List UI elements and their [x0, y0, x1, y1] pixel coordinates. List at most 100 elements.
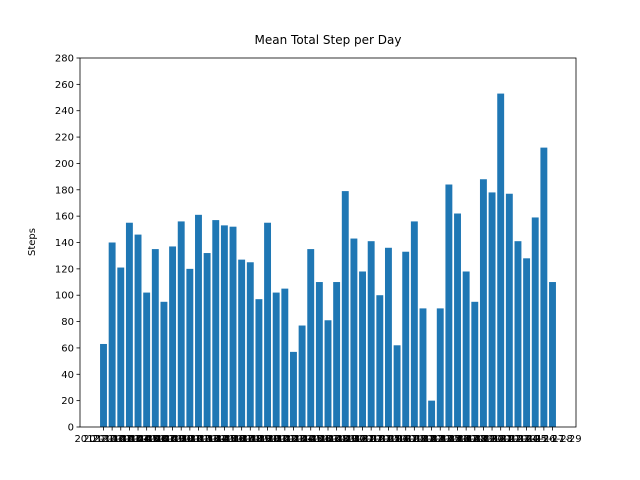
bar	[195, 214, 202, 427]
bar	[134, 234, 142, 427]
x-tick-label: 2012-10-16	[187, 434, 245, 445]
bar	[117, 267, 125, 427]
x-tick-label: 2012-11-25	[489, 434, 547, 445]
bar	[238, 259, 246, 427]
x-tick-label: 2012-11-21	[454, 434, 512, 445]
x-tick-label: 2012-11-16	[411, 434, 469, 445]
y-axis-label: Steps	[27, 228, 38, 256]
y-tick-label: 160	[55, 212, 74, 223]
x-tick-label: 2012-10-14	[169, 434, 227, 445]
x-tick-label: 2012-10-28	[290, 434, 348, 445]
y-tick-label: 20	[61, 396, 74, 407]
y-tick-label: 40	[61, 370, 74, 381]
x-tick-label: 2012-10-12	[152, 434, 210, 445]
bar	[307, 249, 315, 427]
bar	[281, 288, 289, 427]
y-tick-label: 220	[55, 133, 74, 144]
x-tick-label: 2012-11-18	[428, 434, 486, 445]
x-tick-label: 2012-10-07	[118, 434, 176, 445]
x-tick-label: 2012-10-22	[238, 434, 296, 445]
bar	[505, 193, 513, 427]
x-tick-label: 2012-11-05	[342, 434, 400, 445]
bar	[540, 147, 548, 427]
bar	[160, 301, 168, 427]
x-tick-label: 2012-10-19	[213, 434, 271, 445]
bar	[384, 247, 392, 427]
bar	[108, 242, 116, 427]
bar	[393, 345, 401, 427]
x-tick-label: 2012-10-24	[256, 434, 314, 445]
bar	[436, 308, 444, 427]
x-tick-label: 2012-10-27	[282, 434, 340, 445]
x-tick-label: 2012-11-26	[498, 434, 556, 445]
x-tick-label: 2012-10-31	[316, 434, 374, 445]
x-tick-label: 2012-11-15	[403, 434, 461, 445]
bar	[359, 271, 366, 427]
x-tick-label: 2012-10-15	[178, 434, 236, 445]
bar	[367, 241, 375, 427]
x-tick-label: 2012-11-13	[394, 434, 452, 445]
x-tick-label: 2012-10-13	[161, 434, 219, 445]
x-tick-label: 2012-11-23	[472, 434, 530, 445]
bar	[402, 251, 410, 427]
x-tick-label: 2012-10-21	[230, 434, 288, 445]
bar	[324, 320, 332, 427]
bar	[290, 351, 297, 427]
bar	[186, 268, 194, 427]
y-tick-label: 120	[55, 264, 74, 275]
y-tick-label: 100	[55, 291, 74, 302]
bar	[255, 299, 263, 427]
x-tick-label: 2012-11-11	[377, 434, 435, 445]
x-tick-label: 2012-10-10	[135, 434, 193, 445]
x-tick-label: 2012-11-24	[480, 434, 538, 445]
bar	[549, 282, 556, 427]
y-tick-label: 80	[61, 317, 74, 328]
x-tick-label: 2012-10-02	[74, 434, 132, 445]
y-tick-label: 60	[61, 343, 74, 354]
x-tick-label: 2012-10-05	[100, 434, 158, 445]
bar	[212, 220, 220, 427]
y-tick-label: 0	[68, 423, 74, 434]
x-tick-label: 2012-10-17	[195, 434, 253, 445]
x-tick-label: 2012-11-22	[463, 434, 521, 445]
y-tick-label: 240	[55, 106, 74, 117]
x-tick-label: 2012-10-30	[308, 434, 366, 445]
bar	[514, 241, 522, 427]
x-tick-label: 2012-11-28	[515, 434, 573, 445]
bar	[151, 249, 159, 427]
bar	[229, 226, 237, 427]
x-tick-label: 2012-10-26	[273, 434, 331, 445]
bar	[143, 292, 151, 427]
bar	[471, 301, 479, 427]
bar	[203, 253, 211, 427]
x-tick-label: 2012-11-20	[446, 434, 504, 445]
bar	[246, 262, 254, 427]
bar	[462, 271, 470, 427]
bar	[376, 295, 384, 427]
bar	[298, 325, 306, 427]
bar	[125, 222, 133, 427]
y-tick-label: 200	[55, 159, 74, 170]
bar	[341, 191, 349, 427]
bar	[445, 184, 453, 427]
bar	[272, 292, 280, 427]
bar	[220, 225, 228, 427]
bar	[497, 93, 505, 427]
bar	[428, 400, 436, 427]
x-tick-label: 2012-10-09	[126, 434, 184, 445]
bar	[177, 221, 185, 427]
x-tick-label: 2012-10-29	[299, 434, 357, 445]
x-tick-label: 2012-11-08	[368, 434, 426, 445]
bar	[169, 246, 177, 427]
x-tick-label: 2012-10-04	[92, 434, 150, 445]
bar	[531, 217, 539, 427]
bar	[488, 192, 496, 427]
x-tick-label: 2012-11-03	[333, 434, 391, 445]
x-tick-label: 2012-10-11	[144, 434, 202, 445]
y-tick-label: 180	[55, 185, 74, 196]
bar	[100, 343, 107, 427]
bar	[454, 213, 461, 427]
bar	[410, 221, 418, 427]
